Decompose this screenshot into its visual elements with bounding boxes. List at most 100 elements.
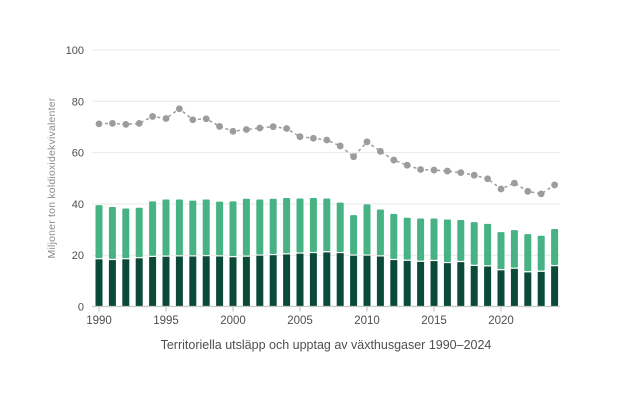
bar-upper-segment — [162, 199, 170, 256]
bar-lower-segment — [149, 256, 157, 307]
bar-lower-segment — [470, 265, 478, 307]
bar-upper-segment — [350, 215, 358, 255]
bar-upper-segment — [309, 198, 317, 252]
bar-lower-segment — [484, 266, 492, 307]
trend-point — [484, 175, 491, 183]
bar-upper-segment — [108, 206, 116, 259]
trend-point — [551, 181, 558, 189]
bar-lower-segment — [323, 252, 331, 307]
bar-lower-segment — [202, 256, 210, 307]
y-tick-label: 100 — [66, 45, 84, 57]
bar-upper-segment — [122, 208, 130, 259]
bar-upper-segment — [202, 199, 210, 256]
trend-point — [216, 123, 224, 130]
bar-lower-segment — [309, 253, 317, 307]
trend-point — [417, 166, 424, 173]
trend-point — [109, 119, 116, 127]
bar-lower-segment — [363, 255, 371, 307]
bar-upper-segment — [417, 218, 425, 261]
bar-lower-segment — [430, 261, 438, 307]
bar-upper-segment — [175, 199, 183, 256]
bar-lower-segment — [122, 259, 130, 307]
trend-point — [149, 113, 157, 120]
bar-upper-segment — [269, 198, 277, 254]
trend-point — [524, 187, 532, 195]
bar-upper-segment — [390, 213, 398, 259]
bar-upper-segment — [524, 234, 532, 272]
bar-lower-segment — [189, 256, 197, 307]
x-tick-label: 2020 — [488, 315, 514, 327]
bar-upper-segment — [537, 235, 545, 271]
bar-lower-segment — [497, 270, 505, 307]
bar-lower-segment — [269, 255, 277, 307]
bar-upper-segment — [283, 198, 291, 254]
x-tick-label: 1990 — [86, 315, 112, 327]
bar-upper-segment — [510, 230, 518, 268]
bar-lower-segment — [524, 272, 532, 307]
bar-lower-segment — [108, 260, 116, 307]
bar-lower-segment — [350, 255, 358, 307]
bar-lower-segment — [175, 256, 183, 307]
trend-point — [511, 179, 518, 187]
trend-point — [363, 138, 371, 146]
bar-lower-segment — [510, 268, 518, 307]
bar-lower-segment — [390, 260, 398, 307]
trend-point — [135, 119, 143, 127]
bar-lower-segment — [296, 253, 304, 307]
x-tick-label: 2000 — [220, 315, 246, 327]
trend-point — [336, 142, 344, 150]
bar-upper-segment — [323, 198, 331, 252]
bar-lower-segment — [135, 258, 143, 307]
bar-upper-segment — [363, 204, 371, 255]
trend-point — [189, 116, 197, 124]
bar-upper-segment — [430, 218, 438, 260]
bar-upper-segment — [497, 232, 505, 270]
trend-point — [269, 123, 277, 131]
y-tick-label: 20 — [72, 250, 84, 262]
bar-upper-segment — [484, 223, 492, 266]
bar-upper-segment — [242, 198, 250, 256]
bar-lower-segment — [376, 256, 384, 307]
trend-point — [497, 185, 505, 193]
trend-point — [457, 169, 465, 177]
trend-point — [430, 166, 438, 174]
y-tick-label: 80 — [72, 96, 84, 108]
trend-point — [162, 115, 170, 122]
trend-point — [470, 171, 478, 179]
trend-point — [323, 136, 331, 144]
bar-upper-segment — [443, 219, 451, 262]
y-tick-label: 40 — [72, 199, 84, 211]
trend-point — [444, 167, 451, 175]
trend-point — [537, 190, 545, 198]
bar-upper-segment — [229, 201, 237, 257]
trend-point — [350, 153, 357, 161]
trend-point — [122, 120, 130, 128]
trend-point — [202, 115, 210, 123]
trend-point — [403, 161, 411, 169]
trend-point — [390, 156, 398, 164]
bar-upper-segment — [336, 202, 344, 252]
trend-point — [377, 147, 384, 155]
trend-point — [243, 126, 250, 133]
bar-lower-segment — [229, 257, 237, 307]
bar-upper-segment — [135, 207, 143, 258]
trend-point — [310, 134, 317, 142]
chart-caption: Territoriella utsläpp och upptag av växt… — [160, 338, 492, 352]
bar-upper-segment — [376, 209, 384, 256]
bar-lower-segment — [256, 255, 264, 307]
bar-lower-segment — [443, 263, 451, 307]
bar-lower-segment — [336, 253, 344, 307]
x-tick-label: 2005 — [287, 315, 313, 327]
trend-point — [176, 105, 183, 113]
bar-lower-segment — [417, 261, 425, 307]
bar-lower-segment — [403, 260, 411, 307]
y-tick-label: 0 — [78, 302, 84, 314]
bar-upper-segment — [95, 205, 103, 259]
bar-upper-segment — [403, 217, 411, 260]
bar-upper-segment — [551, 229, 559, 266]
y-tick-label: 60 — [72, 148, 84, 160]
bar-upper-segment — [189, 200, 197, 256]
bar-lower-segment — [242, 256, 250, 307]
